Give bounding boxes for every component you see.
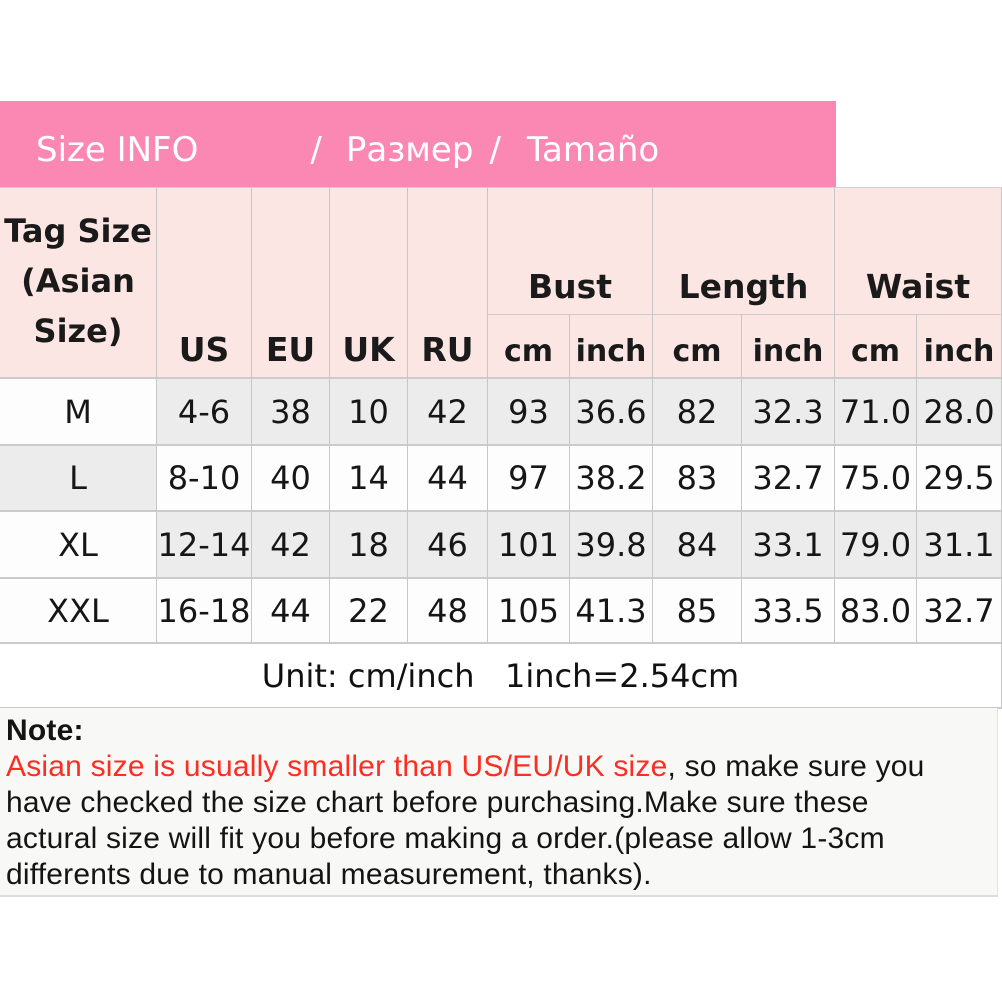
value-cell: 39.8 xyxy=(570,512,653,579)
value-cell: 29.5 xyxy=(917,446,1002,512)
value-cell: 33.5 xyxy=(742,579,835,644)
value-cell: 18 xyxy=(330,512,408,579)
value-cell: 44 xyxy=(252,579,330,644)
note-line-1-rest: , so make sure you xyxy=(667,750,925,783)
note-line-3: actural size will fit you before making … xyxy=(6,822,885,855)
tag-cell-xxl: XXL xyxy=(0,579,157,644)
value-cell: 28.0 xyxy=(917,379,1002,446)
title-slash: / xyxy=(310,130,322,170)
note-line-1: Asian size is usually smaller than US/EU… xyxy=(6,749,997,785)
column-header-ru: RU xyxy=(408,188,488,379)
value-cell: 8-10 xyxy=(157,446,252,512)
value-cell: 32.3 xyxy=(742,379,835,446)
value-cell: 42 xyxy=(252,512,330,579)
value-cell: 10 xyxy=(330,379,408,446)
corner-header-tag-size: Tag Size (Asian Size) xyxy=(0,188,157,379)
unit-header-length-cm: cm xyxy=(653,315,742,379)
value-cell: 48 xyxy=(408,579,488,644)
note-line-4: differents due to manual measurement, th… xyxy=(6,858,652,891)
unit-note-row: Unit: cm/inch 1inch=2.54cm xyxy=(0,644,1002,709)
unit-header-length-inch: inch xyxy=(742,315,835,379)
unit-header-bust-cm: cm xyxy=(488,315,570,379)
value-cell: 4-6 xyxy=(157,379,252,446)
note-section: Note: Asian size is usually smaller than… xyxy=(0,708,998,897)
value-cell: 40 xyxy=(252,446,330,512)
value-cell: 33.1 xyxy=(742,512,835,579)
tag-cell-m: M xyxy=(0,379,157,446)
column-header-us: US xyxy=(157,188,252,379)
title-razmer: Размер xyxy=(345,130,474,170)
unit-header-waist-cm: cm xyxy=(835,315,917,379)
value-cell: 31.1 xyxy=(917,512,1002,579)
tag-cell-xl: XL xyxy=(0,512,157,579)
note-heading: Note: xyxy=(6,714,84,747)
tag-cell-l: L xyxy=(0,446,157,512)
value-cell: 12-14 xyxy=(157,512,252,579)
value-cell: 14 xyxy=(330,446,408,512)
value-cell: 71.0 xyxy=(835,379,917,446)
value-cell: 38.2 xyxy=(570,446,653,512)
value-cell: 85 xyxy=(653,579,742,644)
value-cell: 82 xyxy=(653,379,742,446)
column-header-eu: EU xyxy=(252,188,330,379)
column-header-uk: UK xyxy=(330,188,408,379)
value-cell: 83 xyxy=(653,446,742,512)
title-size-info: Size INFO xyxy=(36,130,199,170)
title-slash: / xyxy=(489,130,501,170)
value-cell: 42 xyxy=(408,379,488,446)
value-cell: 93 xyxy=(488,379,570,446)
value-cell: 83.0 xyxy=(835,579,917,644)
note-highlight: Asian size is usually smaller than US/EU… xyxy=(6,750,668,783)
unit-header-bust-inch: inch xyxy=(570,315,653,379)
group-header-length: Length xyxy=(653,188,835,315)
group-header-bust: Bust xyxy=(488,188,653,315)
unit-header-waist-inch: inch xyxy=(917,315,1002,379)
value-cell: 101 xyxy=(488,512,570,579)
value-cell: 97 xyxy=(488,446,570,512)
value-cell: 44 xyxy=(408,446,488,512)
value-cell: 16-18 xyxy=(157,579,252,644)
title-tamano: Tamaño xyxy=(526,130,660,170)
value-cell: 105 xyxy=(488,579,570,644)
value-cell: 79.0 xyxy=(835,512,917,579)
value-cell: 22 xyxy=(330,579,408,644)
value-cell: 84 xyxy=(653,512,742,579)
title-bar: Size INFO / Размер / Tamaño xyxy=(0,101,836,187)
value-cell: 46 xyxy=(408,512,488,579)
size-table: Tag Size (Asian Size) US EU UK RU Bust L… xyxy=(0,187,1002,709)
value-cell: 41.3 xyxy=(570,579,653,644)
value-cell: 38 xyxy=(252,379,330,446)
value-cell: 36.6 xyxy=(570,379,653,446)
group-header-waist: Waist xyxy=(835,188,1002,315)
note-line-2: have checked the size chart before purch… xyxy=(6,786,869,819)
value-cell: 32.7 xyxy=(742,446,835,512)
value-cell: 75.0 xyxy=(835,446,917,512)
value-cell: 32.7 xyxy=(917,579,1002,644)
